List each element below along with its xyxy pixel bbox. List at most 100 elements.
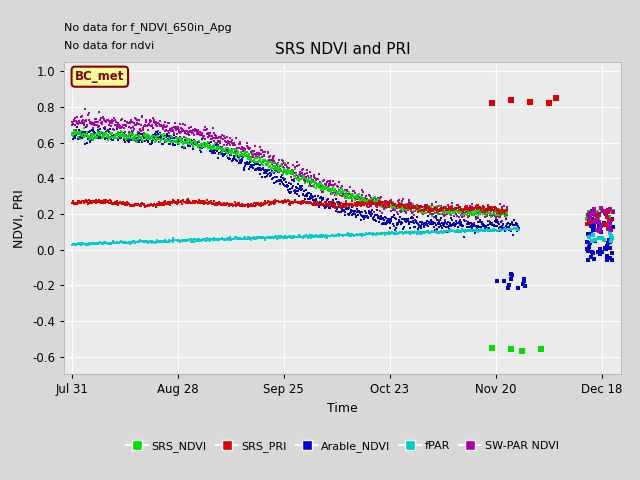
Point bbox=[228, 202, 239, 210]
Point bbox=[465, 228, 475, 235]
Point bbox=[382, 203, 392, 210]
Point bbox=[323, 200, 333, 208]
Point bbox=[321, 184, 332, 192]
Point bbox=[321, 234, 332, 241]
Point bbox=[116, 238, 127, 246]
Point bbox=[424, 210, 435, 218]
Point bbox=[442, 227, 452, 235]
Point bbox=[136, 200, 146, 207]
Point bbox=[90, 197, 100, 205]
Point bbox=[180, 198, 191, 205]
Point bbox=[168, 235, 178, 242]
Point bbox=[476, 224, 486, 232]
Point bbox=[308, 181, 319, 189]
Point bbox=[312, 198, 323, 206]
Point bbox=[146, 134, 156, 142]
Point bbox=[150, 130, 160, 138]
Point bbox=[305, 177, 315, 184]
Point bbox=[365, 210, 376, 218]
Point bbox=[383, 199, 393, 206]
Point bbox=[321, 181, 331, 189]
Point bbox=[452, 208, 463, 216]
Point bbox=[242, 148, 252, 156]
Point bbox=[342, 201, 353, 208]
Point bbox=[118, 129, 128, 136]
Point bbox=[92, 134, 102, 142]
Point bbox=[259, 156, 269, 164]
Point bbox=[483, 209, 493, 217]
Point bbox=[412, 205, 422, 213]
Point bbox=[416, 224, 426, 232]
Point bbox=[88, 240, 98, 247]
Point bbox=[442, 208, 452, 216]
Point bbox=[218, 150, 228, 157]
Point bbox=[452, 204, 463, 212]
Point bbox=[367, 230, 377, 238]
Point bbox=[413, 225, 423, 233]
Point bbox=[499, 226, 509, 233]
Point bbox=[127, 128, 138, 135]
Point bbox=[118, 121, 129, 129]
Point bbox=[214, 150, 225, 157]
Point bbox=[296, 198, 306, 205]
Point bbox=[156, 117, 166, 125]
Point bbox=[172, 134, 182, 142]
Point bbox=[312, 232, 323, 240]
Point bbox=[83, 123, 93, 131]
Point bbox=[231, 151, 241, 159]
Point bbox=[142, 202, 152, 210]
Point bbox=[454, 218, 464, 226]
Point bbox=[440, 216, 451, 224]
Point bbox=[107, 199, 117, 207]
Point bbox=[339, 192, 349, 200]
Point bbox=[124, 128, 134, 136]
Point bbox=[325, 232, 335, 240]
Point bbox=[346, 208, 356, 216]
Point bbox=[458, 212, 468, 219]
Point bbox=[269, 197, 279, 204]
Point bbox=[214, 236, 224, 244]
Point bbox=[597, 235, 607, 242]
Point bbox=[248, 201, 258, 209]
Point bbox=[353, 199, 363, 206]
Point bbox=[174, 126, 184, 134]
Point bbox=[382, 217, 392, 225]
Point bbox=[485, 218, 495, 226]
Point bbox=[99, 196, 109, 204]
Point bbox=[209, 144, 220, 151]
Point bbox=[170, 134, 180, 142]
Point bbox=[472, 202, 483, 209]
Point bbox=[184, 140, 195, 147]
Point bbox=[399, 203, 410, 211]
Point bbox=[243, 160, 253, 168]
Point bbox=[174, 198, 184, 206]
Point bbox=[452, 207, 462, 215]
Point bbox=[456, 211, 466, 219]
Point bbox=[455, 207, 465, 215]
Point bbox=[501, 206, 511, 214]
Point bbox=[326, 198, 336, 205]
Point bbox=[335, 204, 345, 211]
Point bbox=[156, 238, 166, 246]
Point bbox=[218, 135, 228, 143]
Point bbox=[472, 203, 483, 211]
Point bbox=[277, 198, 287, 205]
Point bbox=[355, 193, 365, 201]
Point bbox=[442, 223, 452, 230]
Point bbox=[88, 131, 98, 138]
Point bbox=[319, 202, 329, 209]
Point bbox=[460, 204, 470, 211]
Point bbox=[200, 144, 211, 151]
Point bbox=[353, 202, 364, 209]
Point bbox=[367, 197, 378, 204]
Point bbox=[125, 238, 135, 246]
Point bbox=[302, 166, 312, 174]
Point bbox=[74, 126, 84, 134]
Point bbox=[205, 141, 215, 149]
Point bbox=[460, 216, 470, 224]
Point bbox=[410, 228, 420, 236]
Point bbox=[96, 120, 106, 127]
Point bbox=[184, 127, 195, 135]
Point bbox=[147, 124, 157, 132]
Point bbox=[202, 142, 212, 150]
